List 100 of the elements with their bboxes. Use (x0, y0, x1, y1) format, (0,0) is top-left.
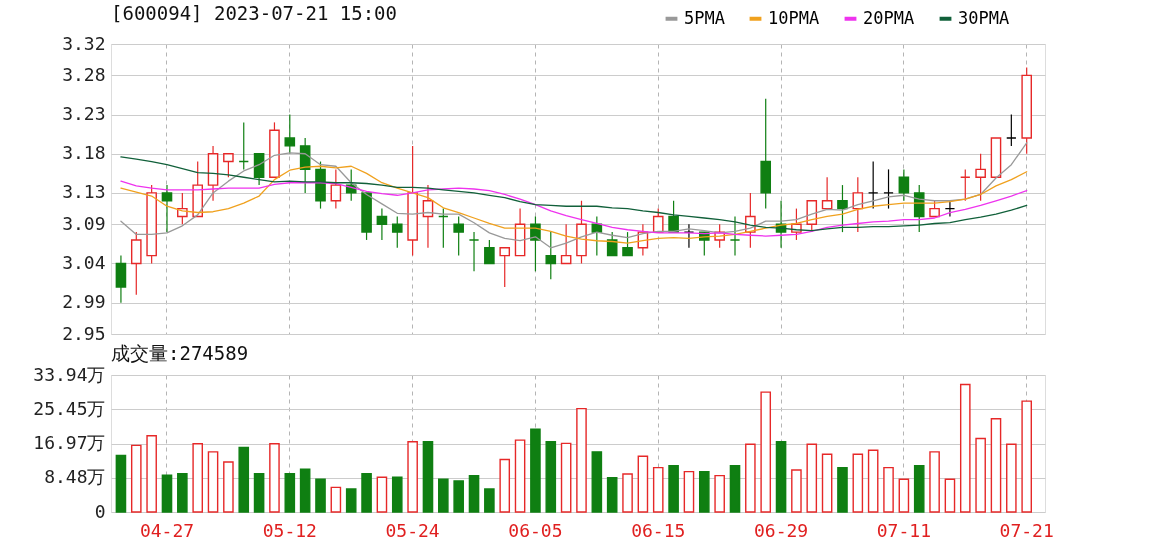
bar (453, 480, 464, 513)
bar (130, 444, 142, 513)
candlestick (898, 168, 910, 202)
bar (883, 466, 894, 513)
candlestick (1006, 113, 1017, 147)
bar (253, 472, 265, 513)
candlestick (821, 176, 833, 210)
candlestick (468, 231, 480, 272)
bar (223, 461, 234, 513)
bar (499, 458, 511, 513)
candlestick (284, 113, 296, 155)
candlestick (668, 200, 679, 233)
bar (422, 441, 434, 513)
y-tick-label: 0 (94, 500, 106, 522)
y-tick-label: 3.18 (62, 142, 106, 164)
candlestick (438, 207, 449, 249)
bar (637, 455, 649, 513)
bar (959, 383, 971, 513)
bar (929, 451, 940, 513)
bar (315, 478, 326, 513)
x-tick-label: 06-29 (753, 519, 809, 541)
y-tick-label: 3.04 (62, 251, 106, 273)
bar (683, 470, 695, 513)
candlestick (223, 153, 234, 178)
candlestick (944, 200, 956, 218)
bar (345, 488, 357, 513)
bar (284, 472, 296, 513)
candlestick (253, 153, 265, 186)
bar (867, 449, 879, 513)
candlestick (837, 184, 848, 233)
bar (837, 466, 848, 513)
bar (898, 478, 910, 513)
bar (407, 441, 418, 513)
bar (530, 428, 541, 513)
line-series (120, 156, 1028, 232)
bar (238, 446, 250, 513)
bar (560, 442, 572, 513)
chart-title: 成交量:274589 (111, 342, 249, 364)
line-series (120, 142, 1028, 249)
candlestick (545, 231, 557, 280)
y-tick-label: 2.95 (62, 322, 106, 344)
bar (591, 451, 603, 513)
x-tick-label: 06-05 (508, 519, 563, 541)
x-tick-label: 06-15 (631, 519, 686, 541)
candlestick (238, 121, 250, 171)
bar (852, 453, 864, 513)
candlestick (975, 153, 986, 202)
bar (438, 478, 449, 513)
bar (514, 439, 526, 513)
y-tick-label: 16.97万 (33, 432, 106, 453)
x-tick-label: 07-11 (876, 519, 931, 541)
y-tick-label: 3.32 (62, 32, 106, 54)
y-tick-label: 25.45万 (33, 397, 106, 419)
bar (975, 437, 986, 513)
bar (299, 468, 311, 513)
chart-title: [600094] 2023-07-21 15:00 (111, 2, 397, 24)
bar (576, 407, 587, 513)
bar (729, 464, 741, 513)
bar (207, 451, 219, 513)
bar (806, 443, 818, 513)
bar (269, 443, 280, 513)
candlestick (453, 215, 464, 257)
x-tick-label: 07-21 (999, 519, 1054, 541)
bar (484, 488, 495, 513)
bar (376, 476, 388, 513)
y-tick-label: 3.28 (62, 63, 106, 85)
bar (622, 473, 633, 513)
x-tick-label: 04-27 (139, 519, 195, 541)
bar (391, 476, 403, 513)
candlestick (883, 168, 894, 210)
legend-label: 5PMA (684, 7, 725, 28)
bar (745, 443, 756, 513)
bar (791, 469, 802, 513)
bar (652, 466, 664, 513)
bar (775, 441, 787, 513)
y-tick-label: 2.99 (62, 291, 106, 313)
y-tick-label: 3.23 (62, 103, 106, 125)
bar (699, 470, 710, 513)
candlestick (484, 239, 495, 265)
candlestick (959, 168, 971, 202)
candlestick (330, 168, 342, 210)
y-tick-label: 33.94万 (33, 363, 106, 385)
y-tick-label: 3.09 (62, 212, 106, 234)
y-tick-label: 3.13 (62, 181, 106, 203)
bar (990, 418, 1002, 513)
legend-label: 20PMA (863, 7, 915, 28)
bar (1006, 443, 1017, 513)
bar (545, 441, 557, 513)
legend-label: 30PMA (958, 7, 1010, 28)
x-tick-label: 05-24 (385, 519, 440, 541)
candlestick (499, 247, 511, 288)
candlestick (115, 255, 127, 304)
bar (361, 472, 372, 513)
candlestick (729, 215, 741, 257)
candlestick (161, 184, 173, 233)
bar (606, 476, 618, 513)
candlestick (683, 223, 695, 249)
x-tick-label: 05-12 (262, 519, 317, 541)
bar (468, 474, 480, 513)
bar (668, 464, 679, 513)
